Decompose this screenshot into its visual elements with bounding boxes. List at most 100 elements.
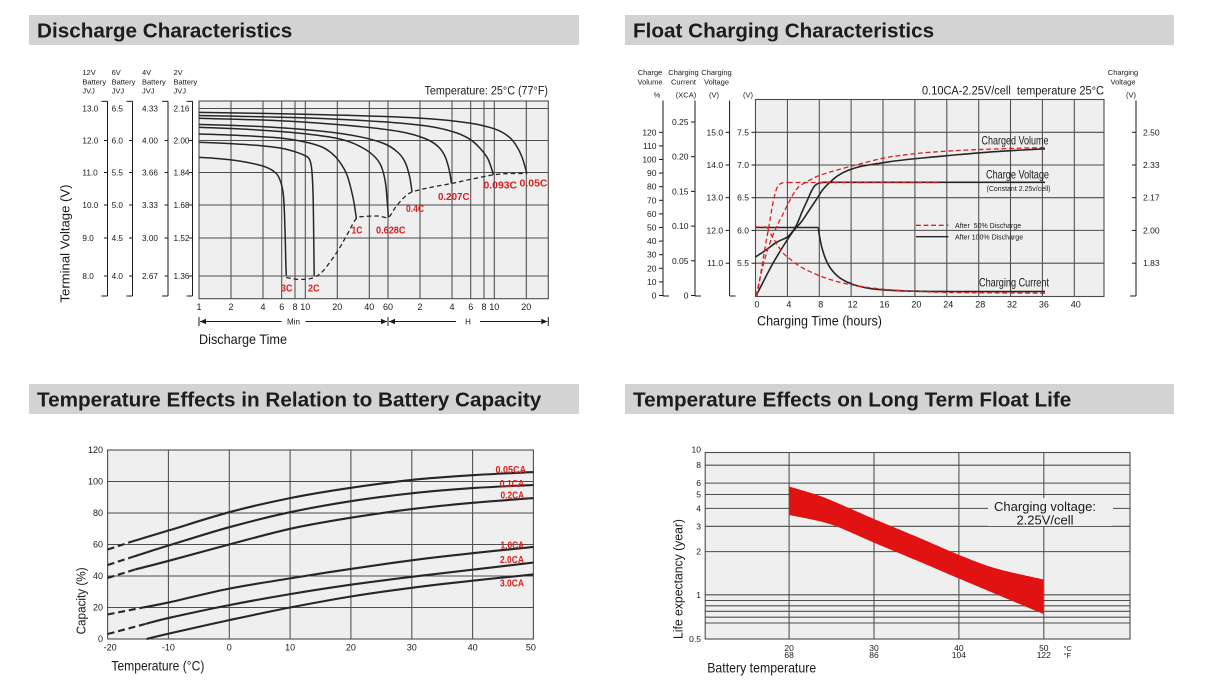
svg-text:10: 10 bbox=[300, 302, 310, 312]
svg-text:4: 4 bbox=[260, 302, 265, 312]
svg-text:60: 60 bbox=[647, 209, 657, 219]
svg-text:12.0: 12.0 bbox=[707, 225, 724, 235]
svg-text:0.05CA: 0.05CA bbox=[496, 464, 527, 476]
svg-text:40: 40 bbox=[364, 302, 374, 312]
svg-text:8: 8 bbox=[818, 300, 823, 310]
svg-text:Charging voltage:: Charging voltage: bbox=[994, 499, 1096, 514]
svg-text:Capacity (%): Capacity (%) bbox=[74, 567, 89, 634]
svg-text:28: 28 bbox=[975, 300, 985, 310]
svg-text:0.15: 0.15 bbox=[672, 186, 689, 196]
svg-text:Charging Current: Charging Current bbox=[979, 276, 1050, 290]
svg-text:16: 16 bbox=[879, 300, 889, 310]
svg-text:50: 50 bbox=[1039, 643, 1049, 653]
svg-text:2.17: 2.17 bbox=[1143, 193, 1160, 203]
svg-text:Battery: Battery bbox=[112, 77, 136, 86]
svg-text:3.00: 3.00 bbox=[142, 234, 158, 243]
svg-text:40: 40 bbox=[954, 643, 964, 653]
svg-text:-20: -20 bbox=[104, 643, 117, 653]
svg-text:2: 2 bbox=[696, 547, 701, 557]
svg-text:Charge Voltage: Charge Voltage bbox=[986, 168, 1049, 182]
svg-text:Temperature: 25°C (77°F): Temperature: 25°C (77°F) bbox=[425, 84, 549, 98]
svg-text:1: 1 bbox=[696, 590, 701, 600]
svg-text:3.66: 3.66 bbox=[142, 169, 158, 178]
svg-text:-10: -10 bbox=[162, 643, 175, 653]
svg-text:32: 32 bbox=[1007, 300, 1017, 310]
svg-text:4.00: 4.00 bbox=[142, 137, 158, 146]
svg-text:10.0: 10.0 bbox=[82, 201, 98, 210]
svg-text:Discharge Time: Discharge Time bbox=[199, 332, 287, 347]
svg-text:1.68: 1.68 bbox=[174, 201, 190, 210]
svg-text:8.0: 8.0 bbox=[82, 272, 94, 281]
svg-text:40: 40 bbox=[93, 571, 103, 581]
svg-text:60: 60 bbox=[383, 302, 393, 312]
svg-text:40: 40 bbox=[1071, 300, 1081, 310]
svg-text:Current: Current bbox=[671, 77, 697, 86]
svg-text:20: 20 bbox=[332, 302, 342, 312]
svg-text:12V: 12V bbox=[82, 68, 95, 77]
svg-text:8: 8 bbox=[292, 302, 297, 312]
svg-text:1.36: 1.36 bbox=[174, 272, 190, 281]
svg-text:6: 6 bbox=[696, 478, 701, 488]
svg-text:10: 10 bbox=[692, 445, 702, 455]
svg-text:12: 12 bbox=[848, 300, 858, 310]
svg-text:Life expectancy (year): Life expectancy (year) bbox=[671, 519, 686, 639]
svg-text:3.0CA: 3.0CA bbox=[500, 577, 524, 589]
svg-text:8: 8 bbox=[481, 302, 486, 312]
svg-text:70: 70 bbox=[647, 195, 657, 205]
svg-text:%: % bbox=[654, 91, 661, 100]
svg-text:JVJ: JVJ bbox=[82, 87, 95, 96]
svg-text:°F: °F bbox=[1064, 651, 1072, 660]
svg-text:10: 10 bbox=[647, 277, 657, 287]
svg-text:40: 40 bbox=[468, 643, 478, 653]
svg-text:2.0CA: 2.0CA bbox=[500, 554, 524, 566]
svg-text:0: 0 bbox=[227, 643, 232, 653]
svg-text:50: 50 bbox=[526, 643, 536, 653]
svg-text:(V): (V) bbox=[743, 91, 754, 100]
svg-text:9.0: 9.0 bbox=[82, 234, 94, 243]
svg-text:6.0: 6.0 bbox=[112, 137, 124, 146]
svg-text:86: 86 bbox=[869, 650, 879, 660]
svg-text:2.25V/cell: 2.25V/cell bbox=[1016, 513, 1073, 528]
svg-text:68: 68 bbox=[784, 650, 794, 660]
svg-text:4.5: 4.5 bbox=[112, 234, 124, 243]
svg-text:6.5: 6.5 bbox=[737, 193, 749, 203]
svg-text:50: 50 bbox=[647, 223, 657, 233]
svg-text:13.0: 13.0 bbox=[707, 193, 724, 203]
svg-text:Battery: Battery bbox=[174, 77, 198, 86]
svg-text:2.00: 2.00 bbox=[1143, 225, 1160, 235]
svg-text:4: 4 bbox=[449, 302, 454, 312]
svg-text:2: 2 bbox=[228, 302, 233, 312]
svg-text:20: 20 bbox=[93, 603, 103, 613]
svg-text:2.33: 2.33 bbox=[1143, 160, 1160, 170]
svg-text:0: 0 bbox=[652, 291, 657, 301]
svg-text:JVJ: JVJ bbox=[174, 87, 187, 96]
svg-text:Terminal Voltage (V): Terminal Voltage (V) bbox=[58, 185, 73, 303]
svg-text:1: 1 bbox=[196, 302, 201, 312]
svg-text:2: 2 bbox=[417, 302, 422, 312]
svg-text:0.093C: 0.093C bbox=[484, 180, 518, 192]
svg-text:Temperature (°C): Temperature (°C) bbox=[111, 659, 204, 674]
svg-text:Discharge Characteristics: Discharge Characteristics bbox=[37, 20, 292, 43]
svg-text:Charging: Charging bbox=[1108, 68, 1138, 77]
svg-text:110: 110 bbox=[643, 141, 657, 151]
svg-text:2.16: 2.16 bbox=[174, 105, 190, 114]
svg-text:H: H bbox=[465, 317, 471, 326]
svg-text:7.5: 7.5 bbox=[737, 127, 749, 137]
svg-text:6V: 6V bbox=[112, 68, 121, 77]
svg-text:Voltage: Voltage bbox=[704, 77, 729, 86]
svg-text:0.10: 0.10 bbox=[672, 221, 689, 231]
svg-text:0.5: 0.5 bbox=[689, 634, 701, 644]
svg-text:0: 0 bbox=[754, 300, 759, 310]
svg-text:Charging: Charging bbox=[701, 68, 731, 77]
svg-text:0: 0 bbox=[98, 634, 103, 644]
svg-text:4: 4 bbox=[696, 503, 701, 513]
svg-text:Charge: Charge bbox=[638, 68, 663, 77]
svg-text:2V: 2V bbox=[174, 68, 183, 77]
svg-text:0.4C: 0.4C bbox=[406, 203, 424, 215]
svg-text:122: 122 bbox=[1037, 650, 1051, 660]
svg-text:80: 80 bbox=[647, 182, 657, 192]
svg-text:20: 20 bbox=[911, 300, 921, 310]
svg-text:8: 8 bbox=[696, 460, 701, 470]
svg-text:JVJ: JVJ bbox=[112, 87, 125, 96]
svg-text:20: 20 bbox=[647, 263, 657, 273]
